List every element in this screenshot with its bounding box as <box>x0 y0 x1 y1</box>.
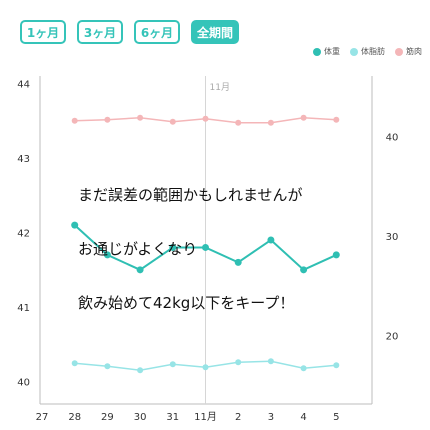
data-point-body-fat <box>104 363 111 370</box>
x-tick-label: 31 <box>166 412 179 423</box>
x-tick-label: 4 <box>300 412 306 423</box>
data-point-muscle <box>333 116 340 123</box>
x-tick-label: 29 <box>101 412 114 423</box>
data-point-body-fat <box>169 361 176 368</box>
legend-label-body-fat: 体脂肪 <box>361 47 385 56</box>
data-point-muscle <box>202 115 209 122</box>
legend-swatch-body-fat <box>350 47 358 56</box>
data-point-muscle <box>267 119 274 126</box>
data-point-muscle <box>300 114 307 121</box>
data-point-weight <box>267 236 275 244</box>
y-left-tick-label: 40 <box>17 378 30 389</box>
month-marker-label: 11月 <box>210 82 230 93</box>
overlay-line-3: 飲み始めて42kg以下をキープ！ <box>78 294 295 312</box>
legend-item-weight: 体重 <box>313 46 340 57</box>
y-left-tick-label: 44 <box>17 79 30 90</box>
tab-1-month[interactable]: 1ヶ月 <box>20 20 66 44</box>
tab-all-period[interactable]: 全期間 <box>191 20 239 44</box>
data-point-muscle <box>71 117 78 124</box>
y-right-tick-label: 40 <box>386 133 399 144</box>
legend-label-weight: 体重 <box>324 47 340 56</box>
data-point-muscle <box>137 114 144 121</box>
data-point-body-fat <box>202 364 209 371</box>
x-tick-label: 30 <box>134 412 147 423</box>
y-left-tick-label: 41 <box>17 303 30 314</box>
legend-swatch-muscle <box>395 47 403 56</box>
data-point-body-fat <box>267 358 274 365</box>
overlay-line-2: お通じがよくなり <box>78 240 198 258</box>
legend-swatch-weight <box>313 47 321 56</box>
data-point-weight <box>136 266 144 274</box>
data-point-weight <box>202 243 209 251</box>
data-point-body-fat <box>137 367 144 374</box>
data-point-weight <box>71 221 79 229</box>
data-point-body-fat <box>235 359 242 366</box>
y-left-tick-label: 43 <box>17 154 30 165</box>
x-tick-label: 11月 <box>194 411 217 423</box>
data-point-weight <box>300 266 308 274</box>
data-point-muscle <box>169 118 176 125</box>
x-tick-label: 28 <box>68 412 81 423</box>
data-point-weight <box>332 251 340 259</box>
data-point-body-fat <box>71 360 78 367</box>
y-left-tick-label: 42 <box>17 229 30 240</box>
y-right-tick-label: 20 <box>386 331 399 342</box>
tab-3-months[interactable]: 3ヶ月 <box>77 20 123 44</box>
legend-item-body-fat: 体脂肪 <box>350 46 385 57</box>
y-right-tick-label: 30 <box>386 232 399 243</box>
data-point-weight <box>234 258 242 266</box>
data-point-weight <box>103 251 111 259</box>
legend-item-muscle: 筋肉 <box>395 46 422 57</box>
data-point-body-fat <box>300 365 307 372</box>
x-tick-label: 3 <box>268 412 274 423</box>
overlay-line-1: まだ誤差の範囲かもしれませんが <box>78 186 303 204</box>
x-tick-label: 2 <box>235 412 241 423</box>
x-tick-label: 27 <box>36 412 49 423</box>
x-tick-label: 5 <box>333 412 339 423</box>
data-point-weight <box>169 243 177 251</box>
data-point-body-fat <box>333 362 340 369</box>
period-tabs: 1ヶ月 3ヶ月 6ヶ月 全期間 <box>20 20 239 44</box>
legend-label-muscle: 筋肉 <box>406 47 422 56</box>
data-point-muscle <box>235 119 242 126</box>
tab-6-months[interactable]: 6ヶ月 <box>134 20 180 44</box>
data-point-muscle <box>104 116 111 123</box>
overlay-comment: まだ誤差の範囲かもしれませんが お通じがよくなり 飲み始めて42kg以下をキープ… <box>78 150 303 330</box>
chart-legend: 体重 体脂肪 筋肉 <box>313 46 422 57</box>
